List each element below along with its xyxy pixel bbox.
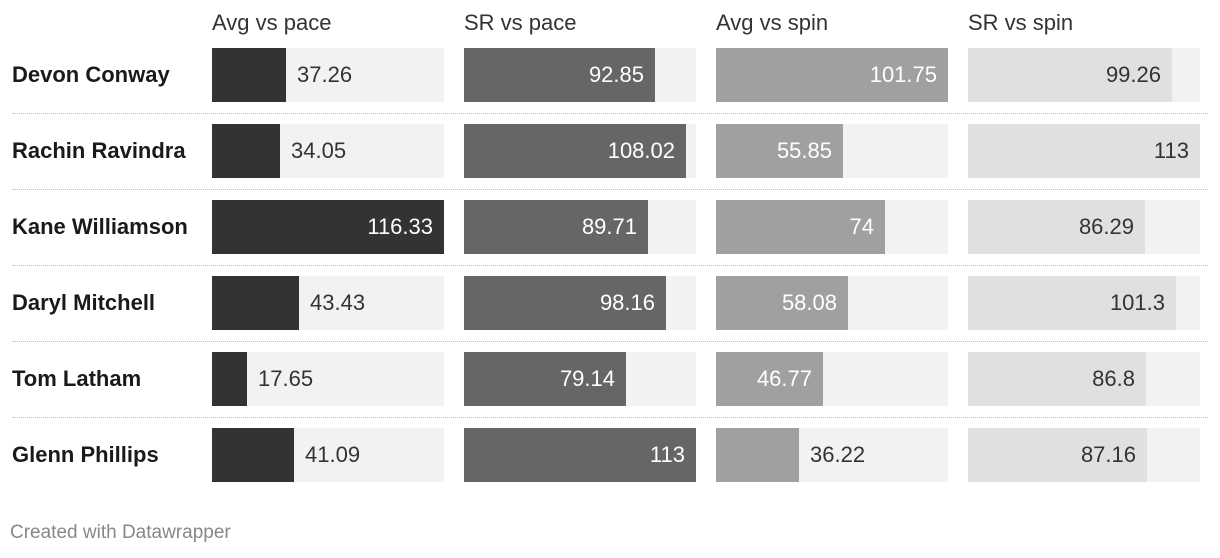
bar-cell-avg_spin: 36.22 [716, 428, 948, 482]
bar-cell-avg_spin: 46.77 [716, 352, 948, 406]
value-label-avg_pace: 17.65 [258, 366, 314, 391]
bar-avg_pace [212, 276, 299, 330]
column-header-sr_spin: SR vs spin [968, 10, 1074, 35]
value-label-avg_spin: 46.77 [756, 366, 812, 391]
value-label-avg_spin: 101.75 [869, 62, 937, 87]
value-label-sr_spin: 99.26 [1105, 62, 1161, 87]
bar-cell-avg_pace: 34.05 [212, 124, 444, 178]
bar-avg_pace [212, 124, 280, 178]
value-label-avg_spin: 74 [849, 214, 874, 239]
bar-cell-sr_pace: 98.16 [464, 276, 696, 330]
bar-sr_pace [464, 200, 648, 254]
bar-sr_pace [464, 124, 686, 178]
bar-sr_pace [464, 48, 655, 102]
row-divider [12, 417, 1208, 418]
bar-avg_pace [212, 352, 247, 406]
bar-avg_pace [212, 200, 444, 254]
bar-sr_pace [464, 428, 696, 482]
value-label-avg_pace: 116.33 [367, 214, 433, 239]
bar-sr_spin [968, 352, 1146, 406]
row-label-player: Kane Williamson [12, 214, 188, 239]
value-label-sr_spin: 113 [1153, 138, 1189, 163]
value-label-avg_pace: 34.05 [291, 138, 347, 163]
bar-cell-avg_spin: 55.85 [716, 124, 948, 178]
value-label-avg_pace: 37.26 [297, 62, 353, 87]
bar-cell-sr_pace: 108.02 [464, 124, 696, 178]
bar-cell-sr_pace: 92.85 [464, 48, 696, 102]
bar-cell-avg_pace: 43.43 [212, 276, 444, 330]
value-label-sr_spin: 87.16 [1080, 442, 1136, 467]
value-label-sr_spin: 86.29 [1078, 214, 1134, 239]
bar-sr_spin [968, 200, 1145, 254]
bar-avg_spin [716, 200, 885, 254]
value-label-sr_pace: 98.16 [599, 290, 655, 315]
value-label-sr_pace: 92.85 [588, 62, 644, 87]
bar-cell-sr_spin: 99.26 [968, 48, 1200, 102]
row-divider [12, 341, 1208, 342]
bar-sr_pace [464, 352, 626, 406]
column-header-avg_pace: Avg vs pace [212, 10, 332, 35]
bar-cell-avg_pace: 37.26 [212, 48, 444, 102]
bar-avg_spin [716, 48, 948, 102]
bar-avg_pace [212, 48, 286, 102]
bar-sr_spin [968, 124, 1200, 178]
value-label-avg_pace: 41.09 [305, 442, 361, 467]
bar-cell-sr_spin: 87.16 [968, 428, 1200, 482]
bar-cell-avg_spin: 74 [716, 200, 948, 254]
value-label-sr_pace: 79.14 [559, 366, 615, 391]
column-header-avg_spin: Avg vs spin [716, 10, 829, 35]
value-label-avg_pace: 43.43 [310, 290, 366, 315]
row-label-player: Daryl Mitchell [12, 290, 156, 315]
column-header-sr_pace: SR vs pace [464, 10, 577, 35]
bar-sr_spin [968, 428, 1147, 482]
bar-cell-avg_spin: 101.75 [716, 48, 948, 102]
row-label-player: Glenn Phillips [12, 442, 159, 467]
value-label-sr_spin: 86.8 [1092, 366, 1135, 391]
bar-cell-sr_spin: 101.3 [968, 276, 1200, 330]
bar-cell-sr_spin: 86.8 [968, 352, 1200, 406]
bar-sr_pace [464, 276, 666, 330]
row-divider [12, 265, 1208, 266]
row-label-player: Devon Conway [12, 62, 170, 87]
row-divider [12, 113, 1208, 114]
bar-cell-sr_spin: 86.29 [968, 200, 1200, 254]
bar-cell-avg_pace: 17.65 [212, 352, 444, 406]
value-label-sr_spin: 101.3 [1109, 290, 1165, 315]
value-label-avg_spin: 58.08 [781, 290, 837, 315]
bar-cell-sr_pace: 113 [464, 428, 696, 482]
bar-cell-sr_spin: 113 [968, 124, 1200, 178]
credit-footer: Created with Datawrapper [10, 522, 231, 543]
value-label-avg_spin: 36.22 [810, 442, 866, 467]
value-label-avg_spin: 55.85 [776, 138, 832, 163]
value-label-sr_pace: 108.02 [607, 138, 675, 163]
bar-avg_spin [716, 124, 843, 178]
bar-avg_spin [716, 276, 848, 330]
bar-avg_pace [212, 428, 294, 482]
value-label-sr_pace: 89.71 [581, 214, 637, 239]
bar-cell-avg_pace: 116.33 [212, 200, 444, 254]
bar-sr_spin [968, 48, 1172, 102]
bar-avg_spin [716, 352, 823, 406]
row-divider [12, 189, 1208, 190]
row-label-player: Rachin Ravindra [12, 138, 186, 163]
bar-sr_spin [968, 276, 1176, 330]
bar-cell-sr_pace: 79.14 [464, 352, 696, 406]
bar-cell-avg_pace: 41.09 [212, 428, 444, 482]
bar-avg_spin [716, 428, 799, 482]
bar-cell-sr_pace: 89.71 [464, 200, 696, 254]
bar-cell-avg_spin: 58.08 [716, 276, 948, 330]
value-label-sr_pace: 113 [649, 442, 685, 467]
row-label-player: Tom Latham [12, 366, 142, 391]
